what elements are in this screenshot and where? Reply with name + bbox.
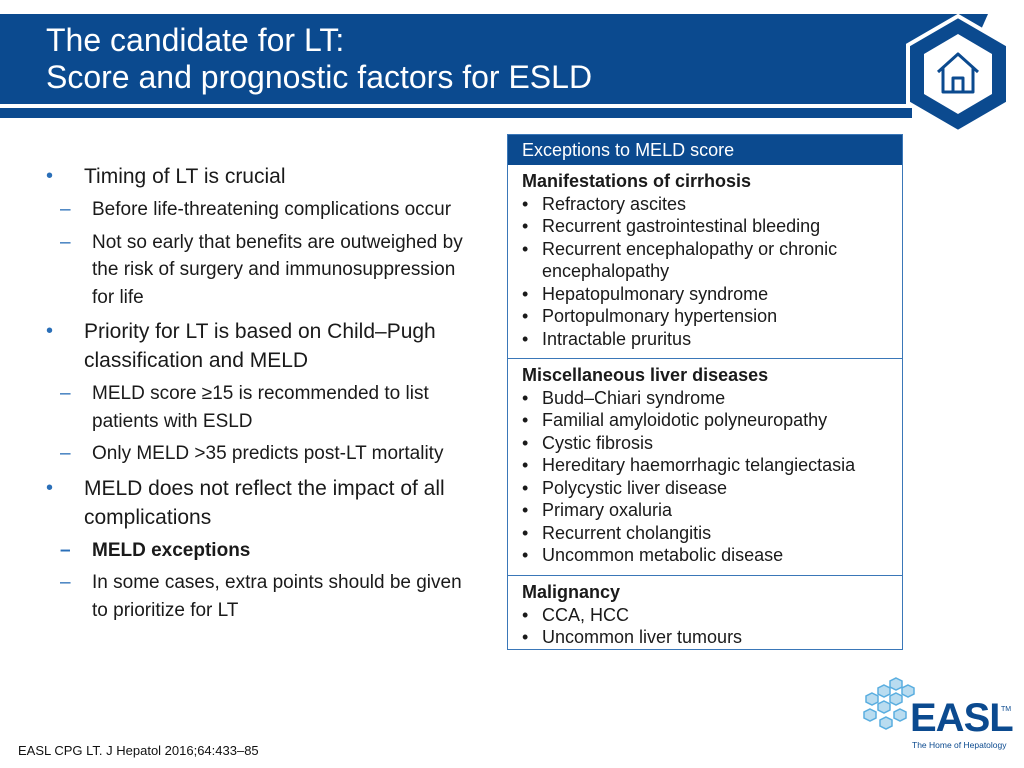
bullet-3-text: MELD does not reflect the impact of all … — [84, 476, 445, 529]
list-item: • Uncommon metabolic disease — [522, 545, 784, 565]
list-item: • Primary oxaluria — [522, 500, 673, 520]
slide-title: The candidate for LT: Score and prognost… — [46, 22, 592, 96]
bullet-1: • Timing of LT is crucial — [46, 162, 466, 191]
list-item: • Polycystic liver disease — [522, 477, 728, 498]
dash-icon: – — [60, 443, 71, 464]
list-item: • Portopulmonary hypertension — [522, 306, 778, 326]
section-misc-liver: Miscellaneous liver diseases • Budd–Chiar… — [508, 358, 902, 575]
list-item: • Intractable pruritus — [522, 328, 692, 349]
title-line-2: Score and prognostic factors for ESLD — [46, 59, 593, 95]
bullet-dot-icon: • — [46, 165, 54, 187]
exceptions-header: Exceptions to MELD score — [508, 135, 902, 165]
dash-icon: – — [60, 231, 71, 253]
section-title: Manifestations of cirrhosis — [522, 171, 752, 191]
section-title: Miscellaneous liver diseases — [522, 365, 769, 385]
logo-hexagons-icon — [863, 677, 915, 730]
bullet-2-text: Priority for LT is based on Child–Pugh c… — [84, 320, 436, 372]
section-cirrhosis: Manifestations of cirrhosis • Refractory … — [508, 165, 902, 358]
list-item: • Budd–Chiari syndrome — [522, 387, 726, 408]
bullet-3-sub-2-text: In some cases, extra points should be gi… — [92, 572, 462, 621]
list-item: • CCA, HCC — [522, 604, 630, 625]
list-item: • Refractory ascites — [522, 193, 687, 214]
list-item: • Hepatopulmonary syndrome — [522, 283, 769, 304]
bullet-2-sub-1: – MELD score ≥15 is recommended to list … — [8, 380, 466, 435]
easl-logo: EASL TM The Home of Hepatology — [858, 676, 1018, 752]
list-item: • Uncommon liver tumours — [522, 627, 743, 647]
bullet-2: • Priority for LT is based on Child–Pugh… — [46, 317, 466, 375]
logo-tagline: The Home of Hepatology — [912, 740, 1007, 750]
bullet-1-sub-1-text: Before life-threatening complications oc… — [92, 199, 452, 220]
dash-icon: – — [60, 383, 71, 404]
dash-icon: – — [60, 199, 71, 220]
bullet-dot-icon: • — [46, 476, 54, 499]
list-item: • Recurrent gastrointestinal bleeding — [522, 216, 821, 236]
bullet-2-sub-2-text: Only MELD >35 predicts post-LT mortality — [92, 443, 444, 464]
bullet-3-sub-1-text: MELD exceptions — [92, 539, 251, 561]
logo-wordmark: EASL — [910, 696, 1014, 740]
bullet-3-sub-1: – MELD exceptions — [8, 537, 466, 565]
home-button[interactable] — [902, 12, 1014, 136]
list-item: • Hereditary haemorrhagic telangiectasia — [522, 455, 856, 475]
list-item: • Recurrent cholangitis — [522, 522, 712, 543]
list-item: • Familial amyloidotic polyneuropathy — [522, 410, 828, 430]
section-title: Malignancy — [522, 582, 621, 602]
bullet-list: • Timing of LT is crucial – Before life-… — [46, 156, 466, 624]
bullet-2-sub-2: – Only MELD >35 predicts post-LT mortali… — [8, 440, 466, 468]
meld-exceptions-table: Exceptions to MELD score Manifestations … — [507, 134, 903, 650]
bullet-2-sub-1-text: MELD score ≥15 is recommended to list pa… — [92, 383, 429, 432]
title-line-1: The candidate for LT: — [46, 22, 345, 58]
bullet-1-sub-2: – Not so early that benefits are outweig… — [8, 229, 466, 312]
citation: EASL CPG LT. J Hepatol 2016;64:433–85 — [18, 743, 259, 758]
list-item: • Recurrent encephalopathy or chronic enc… — [522, 238, 838, 282]
logo-tm: TM — [1001, 706, 1012, 713]
bullet-1-text: Timing of LT is crucial — [84, 165, 286, 188]
dash-icon: – — [60, 539, 71, 561]
bullet-1-sub-1: – Before life-threatening complications … — [8, 196, 466, 224]
list-item: • Cystic fibrosis — [522, 432, 654, 453]
bullet-1-sub-2-text: Not so early that benefits are outweighe… — [92, 231, 463, 308]
header-stripe — [0, 108, 912, 118]
bullet-3: • MELD does not reflect the impact of al… — [46, 474, 466, 532]
home-icon — [906, 13, 1010, 135]
bullet-3-sub-2: – In some cases, extra points should be … — [8, 569, 466, 624]
dash-icon: – — [60, 572, 71, 593]
bullet-dot-icon: • — [46, 320, 54, 342]
section-malignancy: Malignancy • CCA, HCC • Uncommon liver tum… — [508, 575, 902, 649]
